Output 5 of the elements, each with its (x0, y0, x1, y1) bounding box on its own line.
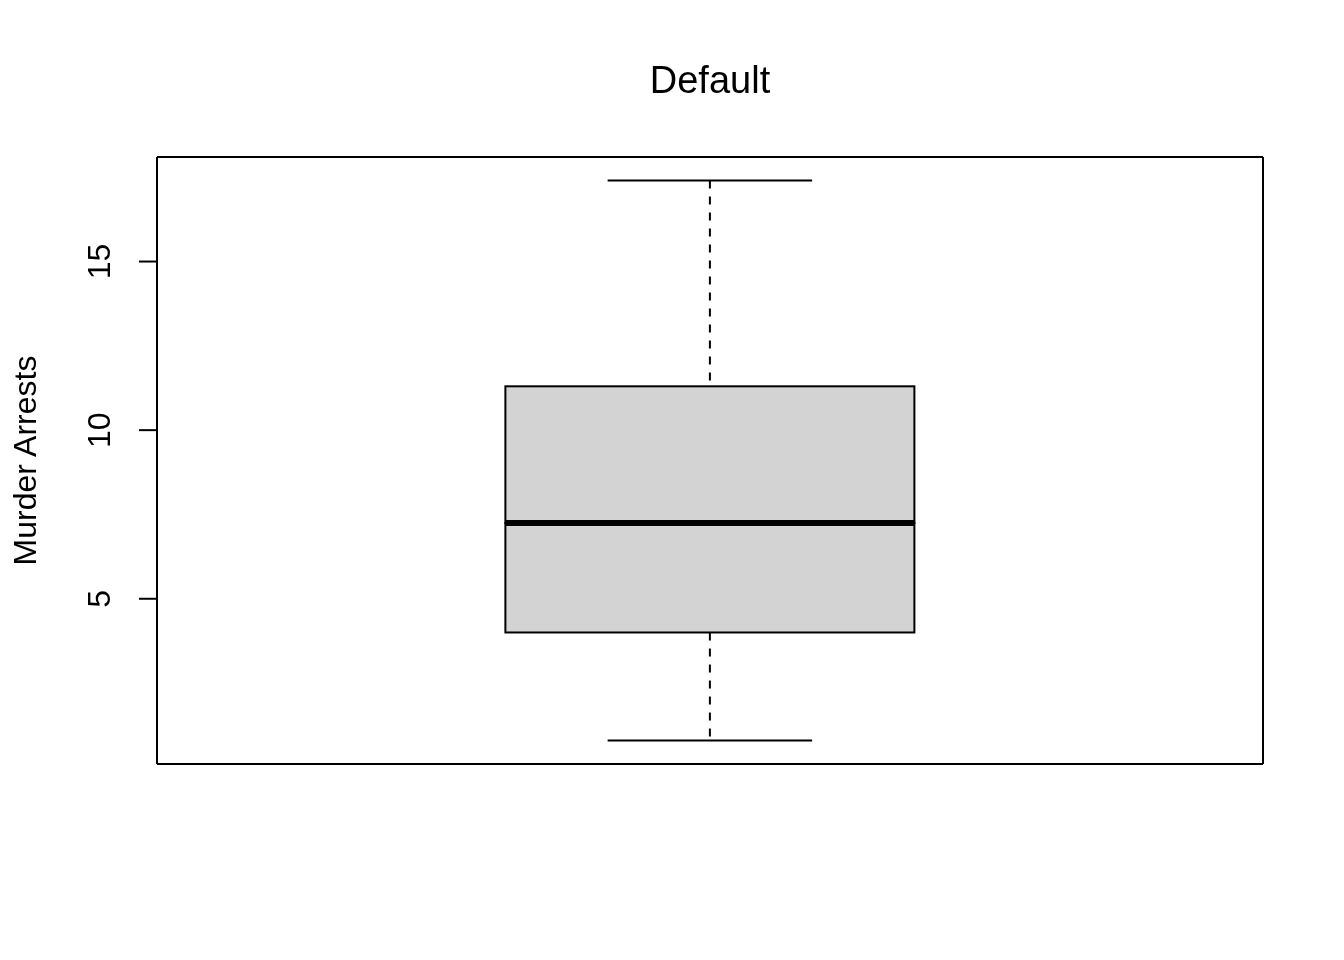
y-tick-label: 10 (81, 412, 117, 448)
y-axis-title: Murder Arrests (7, 355, 43, 566)
y-tick-label: 5 (81, 589, 117, 608)
chart-title: Default (648, 59, 772, 102)
y-tick-label: 15 (81, 243, 117, 280)
